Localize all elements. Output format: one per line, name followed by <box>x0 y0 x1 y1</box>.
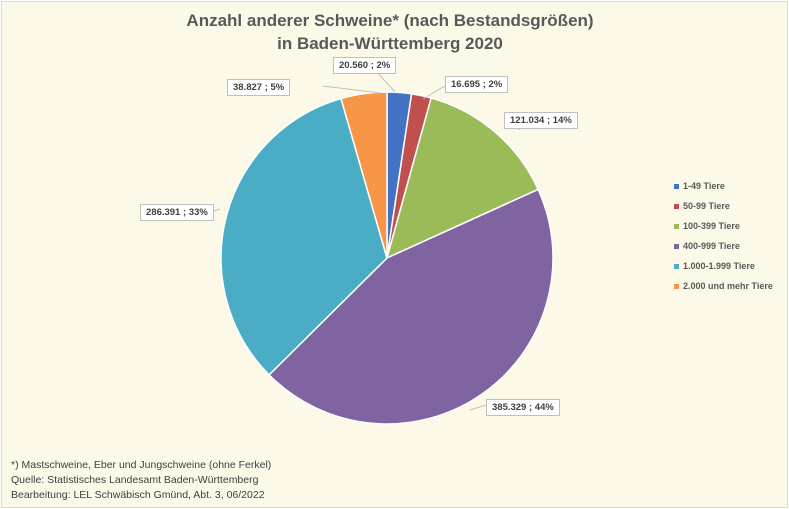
pie-slice <box>220 97 388 376</box>
pie-slice <box>340 91 388 259</box>
data-label-50-99: 16.695 ; 2% <box>445 76 509 93</box>
data-label-1-49: 20.560 ; 2% <box>333 57 397 74</box>
footnote-definition: *) Mastschweine, Eber und Jungschweine (… <box>11 459 272 471</box>
pie-slice <box>385 97 540 260</box>
pie-slice <box>268 188 554 425</box>
legend-item-100-399: 100-399 Tiere <box>674 216 773 236</box>
leader-line <box>469 404 487 411</box>
legend-swatch <box>674 203 679 209</box>
data-label-2000-plus: 38.827 ; 5% <box>227 79 291 96</box>
legend-item-1000-1999: 1.000-1.999 Tiere <box>674 256 773 276</box>
footnote-source: Quelle: Statistisches Landesamt Baden-Wü… <box>11 474 259 486</box>
legend-label: 50-99 Tiere <box>683 201 730 211</box>
leader-line <box>322 85 381 94</box>
legend-swatch <box>674 223 679 229</box>
data-label-100-399: 121.034 ; 14% <box>504 112 578 129</box>
legend-swatch <box>674 243 679 249</box>
legend-label: 2.000 und mehr Tiere <box>683 281 773 291</box>
legend-item-2000-plus: 2.000 und mehr Tiere <box>674 276 773 296</box>
footnote-editor: Bearbeitung: LEL Schwäbisch Gmünd, Abt. … <box>11 489 265 501</box>
chart-title-line-2: in Baden-Württemberg 2020 <box>277 34 503 53</box>
legend-label: 100-399 Tiere <box>683 221 740 231</box>
legend-item-50-99: 50-99 Tiere <box>674 196 773 216</box>
footnotes: *) Mastschweine, Eber und Jungschweine (… <box>11 458 271 503</box>
data-label-400-999: 385.329 ; 44% <box>486 399 560 416</box>
legend-swatch <box>674 263 679 269</box>
legend-label: 1-49 Tiere <box>683 181 725 191</box>
legend: 1-49 Tiere 50-99 Tiere 100-399 Tiere 400… <box>674 176 773 296</box>
leader-line <box>422 83 449 100</box>
chart-title-line-1: Anzahl anderer Schweine* (nach Bestandsg… <box>186 11 594 30</box>
chart-title: Anzahl anderer Schweine* (nach Bestandsg… <box>0 9 780 55</box>
data-label-1000-1999: 286.391 ; 33% <box>140 204 214 221</box>
legend-label: 1.000-1.999 Tiere <box>683 261 755 271</box>
legend-swatch <box>674 183 679 189</box>
legend-swatch <box>674 283 679 289</box>
legend-item-400-999: 400-999 Tiere <box>674 236 773 256</box>
legend-item-1-49: 1-49 Tiere <box>674 176 773 196</box>
legend-label: 400-999 Tiere <box>683 241 740 251</box>
